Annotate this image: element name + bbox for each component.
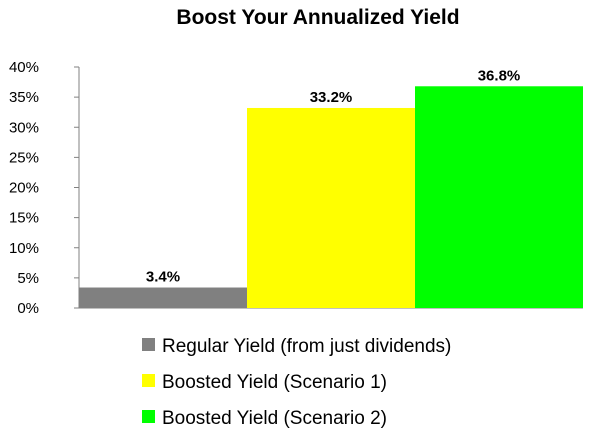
bar-data-label: 36.8% <box>478 67 521 84</box>
y-tick-label: 30% <box>9 119 39 136</box>
y-tick-label: 25% <box>9 149 39 166</box>
legend-swatch <box>142 410 155 423</box>
y-tick-label: 20% <box>9 180 39 197</box>
bar-data-label: 33.2% <box>310 89 353 106</box>
legend-label: Regular Yield (from just dividends) <box>162 336 451 357</box>
legend-item: Regular Yield (from just dividends) <box>142 336 451 357</box>
y-tick-label: 5% <box>17 270 39 287</box>
y-tick-label: 10% <box>9 240 39 257</box>
legend-item: Boosted Yield (Scenario 2) <box>142 408 387 429</box>
data-labels: 3.4% 33.2% 36.8% <box>146 67 520 285</box>
legend-swatch <box>142 374 155 387</box>
chart-title: Boost Your Annualized Yield <box>176 6 459 29</box>
bar <box>247 107 415 308</box>
bar-data-label: 3.4% <box>146 269 180 286</box>
legend-item: Boosted Yield (Scenario 1) <box>142 372 387 393</box>
bar <box>79 287 247 308</box>
bar <box>415 86 583 308</box>
legend-label: Boosted Yield (Scenario 1) <box>162 372 387 393</box>
y-axis: 0% 5% 10% 15% 20% 25% 30% 35% 40% <box>9 59 583 317</box>
y-tick-label: 15% <box>9 210 39 227</box>
y-tick-label: 40% <box>9 59 39 76</box>
bars <box>79 86 583 308</box>
y-tick-label: 0% <box>17 300 39 317</box>
legend-swatch <box>142 338 155 351</box>
y-tick-label: 35% <box>9 89 39 106</box>
legend-label: Boosted Yield (Scenario 2) <box>162 408 387 429</box>
legend: Regular Yield (from just dividends) Boost… <box>142 336 451 429</box>
